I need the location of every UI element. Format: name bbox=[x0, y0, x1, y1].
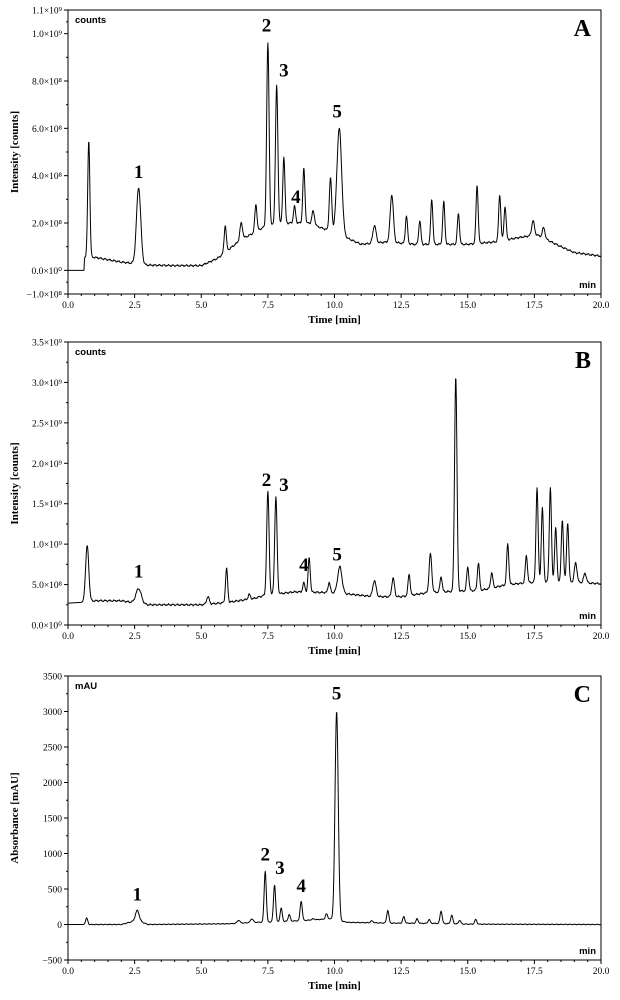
peak-label-3: 3 bbox=[279, 475, 289, 496]
x-tick-label: 20.0 bbox=[593, 967, 610, 977]
x-tick-label: 15.0 bbox=[459, 967, 476, 977]
x-tick-label: 2.5 bbox=[129, 967, 141, 977]
y-tick-label: 1.0×10⁹ bbox=[32, 541, 63, 551]
y-tick-label: 2.5×10⁹ bbox=[32, 419, 63, 429]
y-tick-label: 1.0×10⁹ bbox=[32, 30, 63, 40]
x-tick-label: 5.0 bbox=[195, 967, 207, 977]
panel-letter-a: A bbox=[574, 16, 592, 42]
x-tick-label: 17.5 bbox=[526, 632, 543, 642]
chromatogram-trace-b bbox=[67, 378, 602, 607]
x-tick-label: 7.5 bbox=[262, 632, 274, 642]
x-tick-label: 2.5 bbox=[129, 301, 141, 311]
y-tick-label: 0 bbox=[57, 921, 62, 931]
peak-label-3: 3 bbox=[279, 60, 289, 81]
y-tick-label: 3.5×10⁹ bbox=[32, 339, 63, 349]
y-tick-label: 2500 bbox=[43, 744, 62, 754]
y-axis-label: Intensity [counts] bbox=[9, 442, 21, 524]
x-tick-label: 12.5 bbox=[393, 301, 410, 311]
peak-label-1: 1 bbox=[134, 561, 144, 582]
y-tick-label: 3000 bbox=[43, 708, 62, 718]
peak-label-1: 1 bbox=[134, 162, 144, 183]
y-tick-label: 500 bbox=[48, 886, 63, 896]
peak-label-2: 2 bbox=[262, 15, 272, 36]
chromatogram-trace-c bbox=[67, 711, 602, 926]
x-axis-label: Time [min] bbox=[308, 645, 361, 657]
y-tick-label: 3500 bbox=[43, 673, 62, 683]
y-tick-label: 4.0×10⁸ bbox=[32, 172, 62, 182]
x-tick-label: 12.5 bbox=[393, 967, 410, 977]
y-tick-label: 3.0×10⁹ bbox=[32, 379, 63, 389]
intensity-unit-label: counts bbox=[75, 15, 106, 26]
peak-label-5: 5 bbox=[332, 683, 342, 704]
time-unit-label: min bbox=[579, 280, 596, 291]
panel-letter-b: B bbox=[575, 348, 591, 374]
y-tick-label: 2.0×10⁹ bbox=[32, 460, 63, 470]
x-axis-label: Time [min] bbox=[308, 314, 361, 326]
x-tick-label: 10.0 bbox=[326, 301, 343, 311]
x-tick-label: 20.0 bbox=[593, 632, 610, 642]
y-tick-label: 5.0×10⁸ bbox=[32, 581, 62, 591]
time-unit-label: min bbox=[579, 946, 596, 957]
peak-label-4: 4 bbox=[291, 187, 301, 208]
x-tick-label: 20.0 bbox=[593, 301, 610, 311]
x-tick-label: 5.0 bbox=[195, 301, 207, 311]
chromatogram-panel-a: 0.0 2.5 5.0 7.5 10.0 12.5 15.0 17.5 20.0 −1.0×10⁸… bbox=[9, 7, 610, 327]
y-tick-label: 1.5×10⁹ bbox=[32, 500, 63, 510]
x-tick-label: 17.5 bbox=[526, 967, 543, 977]
y-axis-label: Intensity [counts] bbox=[9, 111, 21, 193]
x-tick-label: 0.0 bbox=[62, 967, 74, 977]
panel-letter-c: C bbox=[574, 682, 591, 708]
peak-label-3: 3 bbox=[275, 858, 285, 879]
y-tick-label: 0.0×10⁰ bbox=[31, 621, 62, 632]
x-tick-label: 0.0 bbox=[62, 632, 74, 642]
plot-frame-a bbox=[67, 9, 602, 295]
y-tick-label: 0.0×10⁰ bbox=[31, 266, 62, 277]
x-axis-label: Time [min] bbox=[308, 980, 361, 992]
y-tick-label: 1000 bbox=[43, 850, 62, 860]
y-tick-label: 6.0×10⁸ bbox=[32, 125, 62, 135]
y-tick-label: −1.0×10⁸ bbox=[27, 291, 62, 301]
x-tick-label: 0.0 bbox=[62, 301, 74, 311]
y-axis-label: Absorbance [mAU] bbox=[9, 772, 21, 863]
x-tick-label: 5.0 bbox=[195, 632, 207, 642]
y-tick-label: −500 bbox=[42, 957, 62, 967]
peak-label-1: 1 bbox=[133, 884, 143, 905]
x-tick-label: 12.5 bbox=[393, 632, 410, 642]
x-tick-label: 7.5 bbox=[262, 301, 274, 311]
chromatogram-panel-b: 0.0 2.5 5.0 7.5 10.0 12.5 15.0 17.5 20.0 0.0×10⁰ 5… bbox=[9, 339, 610, 658]
peak-label-5: 5 bbox=[332, 544, 342, 565]
y-tick-label: 8.0×10⁸ bbox=[32, 78, 62, 88]
x-tick-label: 10.0 bbox=[326, 632, 343, 642]
peak-label-4: 4 bbox=[296, 876, 306, 897]
intensity-unit-label: mAU bbox=[75, 681, 97, 692]
x-tick-label: 7.5 bbox=[262, 967, 274, 977]
x-tick-label: 15.0 bbox=[459, 301, 476, 311]
x-tick-label: 15.0 bbox=[459, 632, 476, 642]
y-tick-label: 2000 bbox=[43, 779, 62, 789]
peak-label-5: 5 bbox=[332, 102, 342, 123]
time-unit-label: min bbox=[579, 611, 596, 622]
x-tick-label: 2.5 bbox=[129, 632, 141, 642]
peak-label-4: 4 bbox=[299, 555, 309, 576]
y-tick-label: 1500 bbox=[43, 815, 62, 825]
y-tick-label: 2.0×10⁸ bbox=[32, 220, 62, 230]
chromatogram-panel-c: 0.0 2.5 5.0 7.5 10.0 12.5 15.0 17.5 20.0 −500 0 500… bbox=[9, 673, 610, 993]
chromatogram-trace-a bbox=[67, 42, 602, 271]
y-tick-label: 1.1×10⁹ bbox=[32, 7, 63, 17]
intensity-unit-label: counts bbox=[75, 347, 106, 358]
x-tick-label: 17.5 bbox=[526, 301, 543, 311]
x-tick-label: 10.0 bbox=[326, 967, 343, 977]
peak-label-2: 2 bbox=[260, 845, 270, 866]
peak-label-2: 2 bbox=[262, 470, 272, 491]
